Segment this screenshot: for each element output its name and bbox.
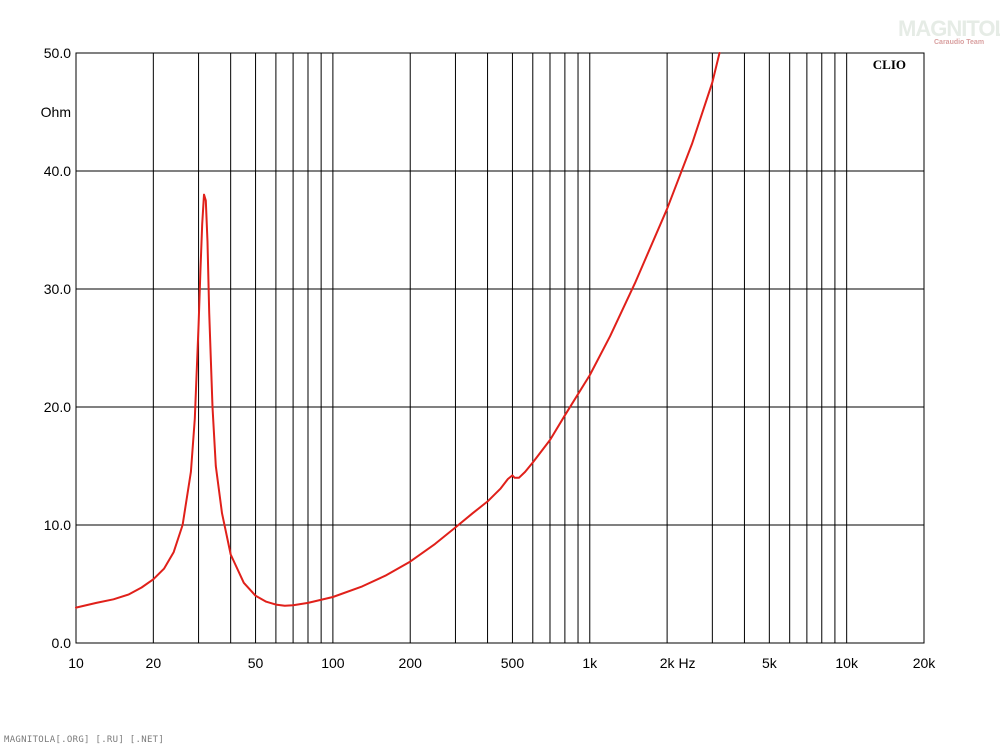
impedance-curve [75,52,721,609]
y-tick-label: 20.0 [44,399,71,415]
x-tick-label: 20 [146,655,162,671]
y-axis-ticks: 0.0 10.0 20.0 30.0 40.0 50.0 [44,45,71,651]
y-tick-label: 10.0 [44,517,71,533]
y-tick-label: 0.0 [52,635,72,651]
series-group [75,52,721,609]
x-axis-ticks: 10 20 50 100 200 500 1k 2k 5k 10k 20k [68,655,936,671]
chart-grid [76,53,924,643]
footer-watermark: MAGNITOLA[.ORG] [.RU] [.NET] [4,735,165,745]
x-tick-label: 2k [660,655,676,671]
x-tick-label: 1k [582,655,598,671]
y-tick-label: 30.0 [44,281,71,297]
x-tick-label: 20k [913,655,937,671]
plot-frame [75,52,925,644]
y-tick-label: 50.0 [44,45,71,61]
x-tick-label: 200 [399,655,423,671]
x-tick-label: 5k [762,655,778,671]
logo-sub-text: Caraudio Team [934,39,985,46]
x-tick-label: 10k [835,655,859,671]
x-tick-label: 10 [68,655,84,671]
logo-main-text: MAGNITOLA [898,16,1000,41]
clio-brand-label: CLIO [873,57,906,72]
magnitola-logo: MAGNITOLA Caraudio Team [898,16,1000,50]
x-axis-label: Hz [678,655,695,671]
x-tick-label: 100 [321,655,345,671]
x-tick-label: 50 [248,655,264,671]
x-tick-label: 500 [501,655,525,671]
y-axis-label: Ohm [41,104,71,120]
y-tick-label: 40.0 [44,163,71,179]
